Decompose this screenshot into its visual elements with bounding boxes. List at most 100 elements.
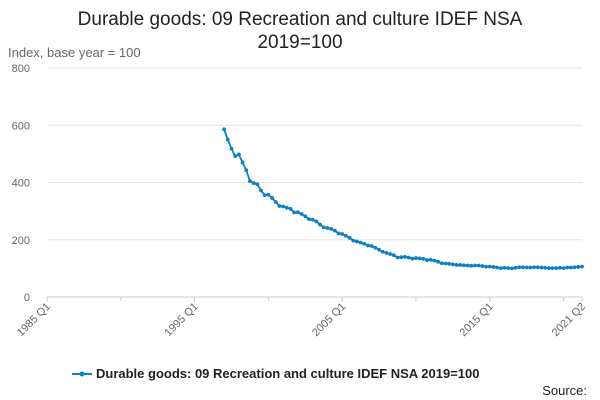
- data-point: [495, 265, 500, 270]
- data-point: [491, 265, 496, 269]
- data-point: [288, 206, 293, 211]
- data-point: [572, 265, 577, 270]
- data-point: [528, 265, 533, 270]
- data-point: [307, 217, 311, 222]
- data-point: [336, 231, 341, 236]
- data-point: [550, 266, 555, 270]
- data-point: [561, 266, 566, 270]
- grid-lines: [47, 67, 582, 241]
- data-point: [373, 245, 378, 250]
- data-point: [428, 257, 433, 262]
- legend: Durable goods: 09 Recreation and culture…: [72, 366, 480, 381]
- data-point: [262, 193, 267, 197]
- y-tick-label: 0: [24, 292, 30, 304]
- data-point: [469, 263, 474, 268]
- data-point: [510, 266, 514, 271]
- data-point: [447, 261, 452, 266]
- data-point: [273, 200, 278, 204]
- data-point: [318, 222, 322, 227]
- data-point: [369, 244, 374, 248]
- data-point: [296, 210, 300, 215]
- data-point: [225, 137, 230, 142]
- data-point: [539, 265, 544, 270]
- data-point: [487, 264, 492, 269]
- data-point: [554, 266, 559, 270]
- data-point: [347, 235, 352, 240]
- data-point: [236, 152, 241, 157]
- data-point: [524, 265, 529, 270]
- data-point: [532, 265, 536, 270]
- data-point: [233, 154, 238, 159]
- data-point: [303, 214, 308, 219]
- data-point: [436, 259, 440, 264]
- data-point: [240, 160, 245, 165]
- data-point: [473, 263, 477, 268]
- data-point: [517, 265, 522, 270]
- data-point: [569, 265, 573, 270]
- data-point: [557, 265, 562, 270]
- data-point: [450, 262, 455, 267]
- data-point: [425, 258, 429, 262]
- data-point: [462, 263, 466, 268]
- data-point: [380, 249, 385, 254]
- data-point: [580, 264, 584, 269]
- data-point: [465, 263, 470, 268]
- source-label: Source:: [542, 383, 587, 398]
- data-point: [546, 266, 551, 270]
- data-point: [454, 263, 459, 267]
- data-point: [377, 247, 381, 252]
- data-point: [513, 265, 518, 270]
- data-point: [222, 127, 227, 132]
- chart-title-line-2: 2019=100: [257, 32, 342, 53]
- data-point: [476, 263, 481, 268]
- data-point: [502, 265, 507, 270]
- y-tick-label: 800: [12, 63, 30, 75]
- data-point: [325, 226, 330, 230]
- series-layer: [222, 127, 584, 271]
- data-point: [414, 256, 418, 260]
- data-point: [388, 252, 393, 256]
- data-point: [358, 240, 363, 245]
- data-point: [395, 255, 400, 260]
- data-point: [391, 253, 396, 258]
- data-point: [277, 204, 282, 208]
- x-tick-label: 1985 Q1: [15, 301, 53, 339]
- x-tick-label: 2015 Q1: [458, 301, 496, 339]
- y-axis-label: Index, base year = 100: [8, 45, 141, 60]
- data-point: [421, 257, 426, 261]
- data-point: [270, 196, 274, 200]
- y-tick-label: 400: [12, 178, 30, 190]
- data-point: [543, 265, 547, 270]
- legend-label: Durable goods: 09 Recreation and culture…: [96, 366, 480, 381]
- data-point: [329, 226, 333, 231]
- data-point: [332, 228, 337, 233]
- data-point: [229, 146, 234, 151]
- data-point: [498, 266, 503, 270]
- data-point: [292, 210, 297, 215]
- legend-swatch-marker: [79, 371, 85, 377]
- data-point: [314, 219, 319, 224]
- x-tick-label: 2021 Q2: [550, 301, 588, 339]
- x-tick-label: 1995 Q1: [162, 301, 200, 339]
- data-point: [443, 261, 448, 266]
- data-point: [576, 265, 581, 269]
- data-point: [321, 225, 326, 230]
- data-point: [506, 266, 511, 270]
- data-point: [521, 265, 525, 270]
- data-point: [410, 256, 415, 261]
- data-point: [251, 181, 256, 185]
- data-point: [340, 232, 345, 236]
- data-point: [255, 182, 260, 187]
- data-point: [244, 168, 249, 173]
- data-point: [284, 205, 289, 210]
- data-point: [343, 233, 348, 238]
- data-point: [384, 251, 389, 255]
- data-point: [417, 256, 422, 261]
- data-point: [432, 258, 437, 263]
- data-point: [362, 241, 367, 246]
- data-point: [406, 255, 411, 260]
- data-point: [439, 261, 444, 266]
- data-point: [310, 217, 315, 222]
- data-point: [259, 188, 263, 193]
